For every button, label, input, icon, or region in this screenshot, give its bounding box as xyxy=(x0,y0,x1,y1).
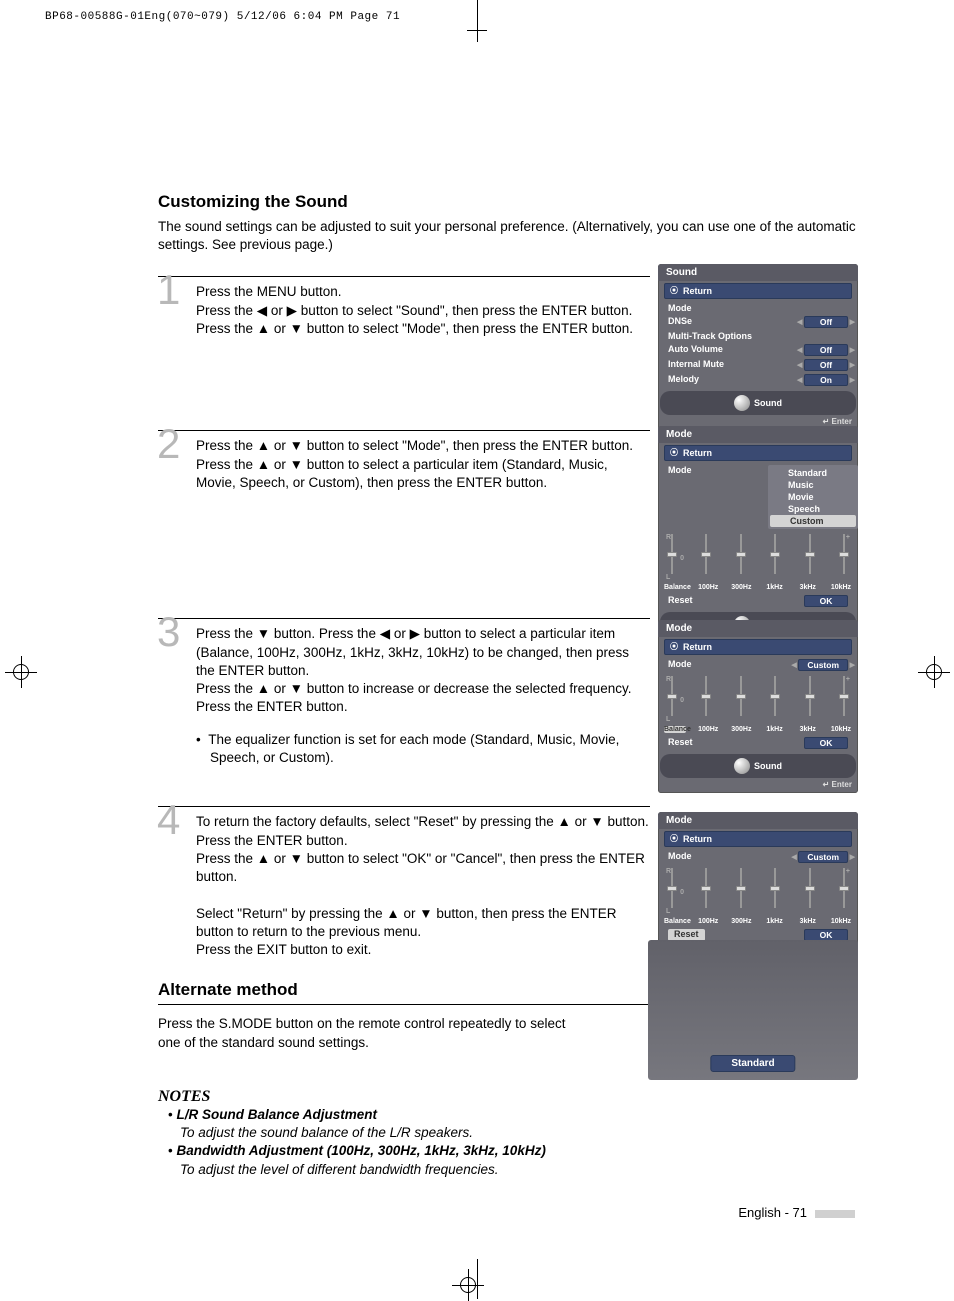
crop-mark-top xyxy=(477,0,478,42)
step-3: 3 Press the ▼ button. Press the ◀ or ▶ b… xyxy=(158,618,650,800)
step-number: 4 xyxy=(157,799,180,841)
osd-mode-options[interactable]: StandardMusicMovieSpeechCustom xyxy=(768,465,858,529)
notes-heading: NOTES xyxy=(158,1088,858,1106)
remote-preview: Standard xyxy=(648,940,858,1080)
registration-mark-bottom xyxy=(452,1269,484,1301)
osd-enter-hint: ↵ Enter xyxy=(658,415,858,426)
step-number: 1 xyxy=(157,269,180,311)
step-bullet: • The equalizer function is set for each… xyxy=(196,731,650,767)
page: Customizing the Sound The sound settings… xyxy=(50,80,905,1250)
sound-icon xyxy=(734,758,750,774)
osd-row[interactable]: MelodyOn xyxy=(658,372,858,387)
sound-icon xyxy=(734,395,750,411)
note-item-2: • Bandwidth Adjustment (100Hz, 300Hz, 1k… xyxy=(158,1142,858,1178)
osd-ok[interactable]: OK xyxy=(804,737,848,749)
osd-row[interactable]: Auto VolumeOff xyxy=(658,342,858,357)
osd-footer: Sound xyxy=(660,391,856,415)
registration-mark-right xyxy=(918,656,950,688)
osd-title: Mode xyxy=(658,426,858,443)
step-number: 2 xyxy=(157,423,180,465)
osd-ok[interactable]: OK xyxy=(804,929,848,941)
step-body: Press the ▼ button. Press the ◀ or ▶ but… xyxy=(196,626,631,714)
osd-reset[interactable]: Reset xyxy=(668,595,693,607)
step-2: 2 Press the ▲ or ▼ button to select "Mod… xyxy=(158,430,650,612)
intro-text: The sound settings can be adjusted to su… xyxy=(158,218,858,254)
print-header: BP68-00588G-01Eng(070~079) 5/12/06 6:04 … xyxy=(45,11,400,23)
osd-sound-menu: Sound Return ModeDNSeOffMulti-Track Opti… xyxy=(658,264,858,430)
remote-mode-label: Standard xyxy=(710,1055,795,1072)
step-text: Press the ▲ or ▼ button to select "Mode"… xyxy=(196,437,650,492)
crop-tick-top xyxy=(467,30,487,31)
osd-return[interactable]: Return xyxy=(664,283,852,299)
note-title: L/R Sound Balance Adjustment xyxy=(176,1107,377,1122)
content: Customizing the Sound The sound settings… xyxy=(158,192,858,1179)
step-4: 4 To return the factory defaults, select… xyxy=(158,806,650,966)
step-number: 3 xyxy=(157,611,180,653)
note-item-1: • L/R Sound Balance Adjustment To adjust… xyxy=(158,1106,858,1142)
step-text: Press the MENU button. Press the ◀ or ▶ … xyxy=(196,283,650,338)
note-desc: To adjust the sound balance of the L/R s… xyxy=(180,1124,858,1142)
osd-row[interactable]: Multi-Track Options xyxy=(658,329,858,342)
note-desc: To adjust the level of different bandwid… xyxy=(180,1161,858,1179)
osd-return[interactable]: Return xyxy=(664,831,852,847)
page-footer: English - 71 xyxy=(738,1205,855,1220)
step-text: To return the factory defaults, select "… xyxy=(196,813,650,959)
osd-enter-hint: ↵ Enter xyxy=(658,778,858,789)
osd-mode-value[interactable]: Custom xyxy=(798,659,848,671)
step-text: Press the ▼ button. Press the ◀ or ▶ but… xyxy=(196,625,650,767)
registration-mark-left xyxy=(5,656,37,688)
osd-footer: Sound xyxy=(660,754,856,778)
osd-return[interactable]: Return xyxy=(664,445,852,461)
note-title: Bandwidth Adjustment (100Hz, 300Hz, 1kHz… xyxy=(176,1143,545,1158)
step-1: 1 Press the MENU button. Press the ◀ or … xyxy=(158,276,650,424)
osd-mode-label: Mode xyxy=(668,465,692,529)
osd-mode-label: Mode xyxy=(668,851,692,863)
osd-row[interactable]: Internal MuteOff xyxy=(658,357,858,372)
osd-title: Mode xyxy=(658,812,858,829)
osd-mode-menu: Mode Return Mode StandardMusicMovieSpeec… xyxy=(658,426,858,651)
osd-row[interactable]: Mode xyxy=(658,301,858,314)
page-title: Customizing the Sound xyxy=(158,192,858,212)
osd-title: Mode xyxy=(658,620,858,637)
osd-ok[interactable]: OK xyxy=(804,595,848,607)
osd-return[interactable]: Return xyxy=(664,639,852,655)
alternate-text: Press the S.MODE button on the remote co… xyxy=(158,1015,578,1051)
osd-mode-custom: Mode Return ModeCustom 0RL+ Balance100Hz… xyxy=(658,620,858,793)
osd-row[interactable]: DNSeOff xyxy=(658,314,858,329)
osd-mode-label: Mode xyxy=(668,659,692,671)
osd-title: Sound xyxy=(658,264,858,281)
osd-reset[interactable]: Reset xyxy=(668,737,693,749)
osd-mode-value[interactable]: Custom xyxy=(798,851,848,863)
osd-reset-selected[interactable]: Reset xyxy=(668,929,705,941)
alternate-heading: Alternate method xyxy=(158,980,650,1005)
